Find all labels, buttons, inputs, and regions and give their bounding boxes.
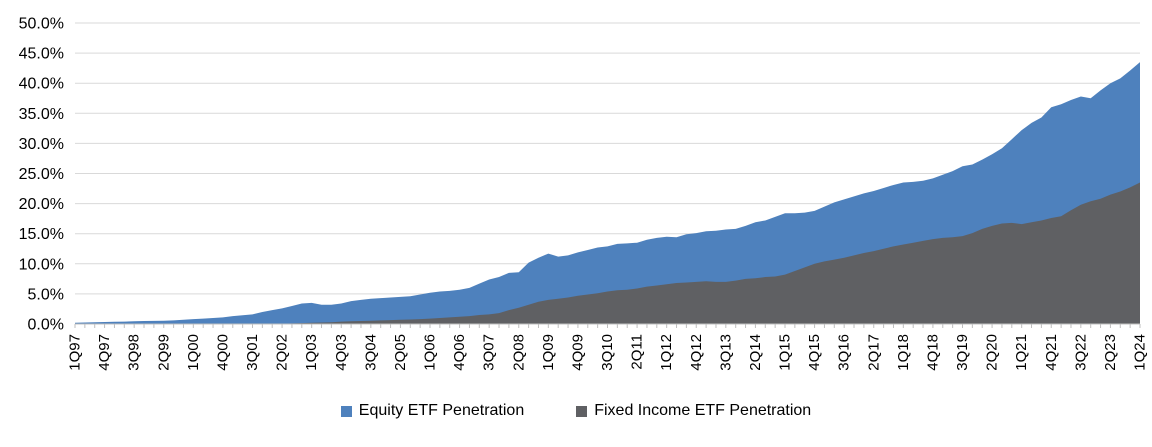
x-tick-label: 1Q06 — [422, 334, 439, 371]
x-tick-label: 4Q21 — [1043, 334, 1060, 371]
x-tick-label: 4Q12 — [688, 334, 705, 371]
y-tick-label: 0.0% — [28, 317, 64, 334]
x-tick-label: 4Q09 — [569, 334, 586, 371]
x-tick-label: 3Q16 — [836, 334, 853, 371]
x-tick-label: 1Q21 — [1013, 334, 1030, 371]
x-tick-label: 3Q98 — [126, 334, 143, 371]
y-tick-label: 35.0% — [19, 106, 64, 123]
x-tick-label: 1Q12 — [658, 334, 675, 371]
x-tick-label: 2Q02 — [274, 334, 291, 371]
x-tick-label: 3Q22 — [1072, 334, 1089, 371]
x-tick-label: 3Q07 — [481, 334, 498, 371]
y-tick-label: 5.0% — [28, 286, 64, 303]
x-tick-label: 3Q19 — [954, 334, 971, 371]
x-tick-label: 4Q00 — [214, 334, 231, 371]
y-tick-label: 25.0% — [19, 166, 64, 183]
legend-item-fixed-income: Fixed Income ETF Penetration — [576, 402, 811, 420]
x-tick-label: 4Q97 — [96, 334, 113, 371]
x-tick-label: 3Q01 — [244, 334, 261, 371]
x-tick-label: 1Q24 — [1132, 334, 1149, 371]
legend-item-equity: Equity ETF Penetration — [340, 402, 525, 420]
x-tick-label: 2Q05 — [392, 334, 409, 371]
y-tick-label: 30.0% — [19, 136, 64, 153]
fixed-income-legend-swatch — [576, 405, 588, 417]
x-tick-label: 3Q10 — [599, 334, 616, 371]
x-tick-label: 1Q00 — [185, 334, 202, 371]
y-tick-label: 15.0% — [19, 226, 64, 243]
x-tick-label: 3Q04 — [362, 334, 379, 371]
y-tick-label: 50.0% — [19, 16, 64, 33]
plot-area: 0.0% 5.0% 10.0% 15.0% 20.0% 25.0% 30.0% 35.0% 40… — [19, 16, 1149, 371]
x-tick-label: 1Q09 — [540, 334, 557, 371]
x-tick-label: 4Q18 — [924, 334, 941, 371]
x-tick-label: 1Q18 — [895, 334, 912, 371]
x-tick-label: 2Q23 — [1102, 334, 1119, 371]
x-tick-label: 2Q20 — [984, 334, 1001, 371]
x-tick-label: 1Q03 — [303, 334, 320, 371]
x-tick-label: 1Q15 — [777, 334, 794, 371]
chart-legend: Equity ETF Penetration Fixed Income ETF … — [0, 402, 1152, 420]
fixed-income-area — [75, 182, 1140, 324]
x-tick-label: 4Q06 — [451, 334, 468, 371]
y-tick-label: 10.0% — [19, 256, 64, 273]
y-tick-label: 40.0% — [19, 76, 64, 93]
x-tick-label: 4Q03 — [333, 334, 350, 371]
equity-legend-label: Equity ETF Penetration — [358, 402, 525, 419]
x-tick-label: 2Q14 — [747, 334, 764, 371]
x-tick-label: 4Q15 — [806, 334, 823, 371]
y-tick-label: 20.0% — [19, 196, 64, 213]
x-tick-label: 1Q97 — [67, 334, 84, 371]
x-tick-label: 2Q99 — [155, 334, 172, 371]
x-tick-label: 2Q08 — [510, 334, 527, 371]
y-tick-label: 45.0% — [19, 46, 64, 63]
x-tick-label: 2Q17 — [865, 334, 882, 371]
x-tick-label: 2Q11 — [629, 334, 646, 370]
x-tick-label: 3Q13 — [717, 334, 734, 371]
fixed-income-legend-label: Fixed Income ETF Penetration — [594, 402, 812, 419]
penetration-area-chart: 0.0% 5.0% 10.0% 15.0% 20.0% 25.0% 30.0% 35.0% 40… — [19, 16, 1149, 371]
equity-legend-swatch — [340, 405, 352, 417]
